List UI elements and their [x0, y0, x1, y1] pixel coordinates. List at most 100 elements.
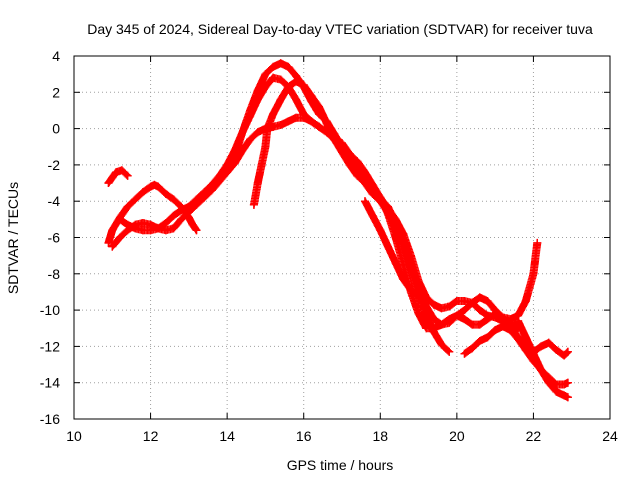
x-tick-label: 12 [143, 428, 159, 444]
data-point [169, 224, 178, 233]
x-tick-label: 20 [449, 428, 465, 444]
data-point [108, 173, 117, 182]
data-point [276, 75, 285, 84]
data-point [330, 135, 339, 144]
data-point [161, 218, 170, 227]
series-arc-8 [360, 197, 431, 307]
plus-markers [249, 77, 454, 356]
data-point [276, 59, 285, 68]
data-point [391, 233, 400, 242]
data-point [269, 73, 278, 82]
data-point [192, 195, 201, 204]
data-point [261, 124, 270, 133]
x-axis: 10 12 14 16 18 20 22 24 [66, 56, 618, 444]
data-point [307, 91, 316, 100]
data-point [552, 387, 561, 396]
data-point [506, 326, 515, 335]
data-point [315, 102, 324, 111]
data-point [253, 128, 262, 137]
data-point [452, 311, 461, 320]
data-point [563, 393, 572, 402]
data-point [246, 135, 255, 144]
data-point [383, 209, 392, 218]
data-point [468, 320, 477, 329]
data-point [544, 378, 553, 387]
data-point [200, 188, 209, 197]
plus-markers [460, 322, 572, 389]
x-tick-label: 16 [296, 428, 312, 444]
data-point [368, 211, 377, 220]
data-point [498, 322, 507, 331]
data-point [276, 120, 285, 129]
data-point [188, 220, 197, 229]
data-point [460, 315, 469, 324]
data-point [483, 333, 492, 342]
data-point [529, 349, 538, 358]
data-point [360, 168, 369, 177]
data-point [215, 171, 224, 180]
data-point [138, 188, 147, 197]
data-point [207, 180, 216, 189]
data-point [563, 347, 572, 356]
data-point [560, 351, 569, 360]
data-point [429, 324, 438, 333]
x-tick-label: 10 [66, 428, 82, 444]
y-tick-label: -10 [40, 302, 60, 318]
data-point [353, 157, 362, 166]
y-tick-label: -16 [40, 411, 60, 427]
data-point [452, 297, 461, 306]
data-point [563, 378, 572, 387]
x-axis-label: GPS time / hours [287, 457, 394, 473]
data-point [437, 340, 446, 349]
y-tick-label: -12 [40, 338, 60, 354]
data-point [537, 365, 546, 374]
data-point [399, 260, 408, 269]
data-point [154, 182, 163, 191]
data-point [246, 106, 255, 115]
data-point [253, 86, 262, 95]
data-point [376, 226, 385, 235]
data-point [460, 297, 469, 306]
data-point [177, 206, 186, 215]
data-point [138, 218, 147, 227]
x-tick-label: 24 [602, 428, 618, 444]
x-tick-label: 18 [372, 428, 388, 444]
y-tick-label: -14 [40, 375, 60, 391]
data-point [284, 117, 293, 126]
x-tick-label: 22 [526, 428, 542, 444]
series-arc-1 [104, 166, 132, 188]
data-point [322, 128, 331, 137]
data-point [276, 95, 285, 104]
y-tick-label: -6 [48, 230, 61, 246]
data-point [537, 342, 546, 351]
data-point [414, 309, 423, 318]
data-point [249, 200, 258, 209]
data-point [169, 195, 178, 204]
data-point [146, 226, 155, 235]
data-point [123, 202, 132, 211]
data-point [445, 315, 454, 324]
data-point [360, 179, 369, 188]
data-point [131, 195, 140, 204]
data-point [506, 318, 515, 327]
data-layer [104, 59, 572, 402]
data-point [108, 226, 117, 235]
data-point [177, 215, 186, 224]
data-point [360, 197, 369, 206]
data-point [521, 297, 530, 306]
data-point [269, 110, 278, 119]
data-point [138, 226, 147, 235]
data-point [544, 338, 553, 347]
x-tick-label: 14 [219, 428, 235, 444]
data-point [117, 166, 126, 175]
data-point [422, 298, 431, 307]
data-point [521, 333, 530, 342]
data-point [115, 215, 124, 224]
series-arc-2 [104, 180, 201, 247]
data-point [146, 182, 155, 191]
data-point [292, 113, 301, 122]
data-point [345, 150, 354, 159]
data-point [498, 315, 507, 324]
data-point [150, 180, 159, 189]
